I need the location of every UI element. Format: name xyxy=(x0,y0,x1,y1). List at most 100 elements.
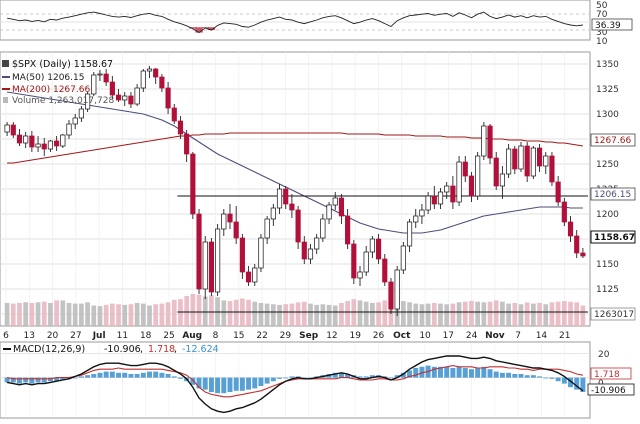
volume-bar xyxy=(580,305,586,326)
volume-bar xyxy=(357,300,363,326)
price-legend-swatch xyxy=(2,60,9,67)
macd-histogram-bar xyxy=(475,368,481,378)
macd-legend-signal-value: 1.718 xyxy=(148,344,175,355)
candle-body xyxy=(23,135,29,144)
volume-bar xyxy=(301,301,307,326)
price-tick-label: 1150 xyxy=(596,260,619,270)
volume-bar xyxy=(159,303,165,326)
ma200-line xyxy=(7,132,583,164)
rsi-oversold-fill xyxy=(207,27,216,31)
candle-body xyxy=(196,213,202,290)
candle-body xyxy=(47,140,54,150)
candle-body xyxy=(140,70,146,89)
macd-histogram-bar xyxy=(456,366,462,378)
volume-bar xyxy=(475,301,481,326)
ma200-current-value: 1267.66 xyxy=(594,136,631,146)
macd-histogram-bar xyxy=(140,372,146,378)
price-legend-title: $SPX (Daily) 1158.67 xyxy=(12,59,113,70)
macd-histogram-bar xyxy=(4,377,10,383)
macd-histogram-bar xyxy=(246,377,252,390)
price-current-value: 1158.67 xyxy=(594,233,635,243)
volume-bar xyxy=(574,302,580,326)
date-axis-label: 21 xyxy=(559,331,570,341)
candle-body xyxy=(16,134,23,144)
support-resistance-lines xyxy=(177,195,588,313)
volume-bar xyxy=(506,303,511,326)
volume-bar xyxy=(79,303,84,326)
volume-bar xyxy=(233,299,239,326)
rsi-oversold-fill xyxy=(189,27,197,29)
volume-bar xyxy=(122,304,128,326)
date-axis-label: 12 xyxy=(326,331,337,341)
price-tick-label: 1350 xyxy=(596,60,619,70)
macd-line xyxy=(6,355,584,414)
volume-bar xyxy=(493,300,499,326)
volume-bar xyxy=(438,303,443,326)
macd-histogram-bar xyxy=(407,370,413,378)
rsi-panel: 70 50 30 10 36.39 xyxy=(0,0,633,47)
volume-bar xyxy=(140,303,146,326)
macd-frame xyxy=(0,341,591,419)
macd-lines xyxy=(6,355,584,414)
volume-bar xyxy=(568,301,573,326)
macd-histogram-bar xyxy=(289,376,295,378)
macd-histogram-bar xyxy=(109,371,115,378)
rsi-level-70: 70 xyxy=(596,10,608,20)
candle-body xyxy=(72,117,78,125)
volume-bar xyxy=(537,302,542,326)
macd-line-box xyxy=(587,383,635,396)
candle-body xyxy=(437,191,444,205)
candle-body xyxy=(444,185,450,193)
ma50-legend-label: MA(50) 1206.15 xyxy=(12,73,84,83)
moving-average-lines xyxy=(7,91,583,234)
macd-legend-histogram-value: -12.624 xyxy=(182,344,219,355)
ma200-current-box xyxy=(590,133,636,147)
volume-bar xyxy=(400,301,406,326)
volume-bar xyxy=(66,302,72,326)
macd-signal-line xyxy=(6,365,584,398)
macd-histogram-bar xyxy=(369,375,375,378)
volume-bar xyxy=(116,304,121,326)
ma200-legend-label: MA(200) 1267.66 xyxy=(12,85,90,95)
candle-body xyxy=(320,218,326,239)
macd-histogram-bar xyxy=(35,377,41,383)
candle-body xyxy=(481,125,487,157)
macd-histogram-bar xyxy=(308,377,313,379)
volume-bar xyxy=(456,302,462,326)
volume-bar xyxy=(308,303,313,326)
volume-bar xyxy=(147,305,152,326)
candle-body xyxy=(524,145,530,177)
macd-histogram-bar xyxy=(165,374,171,378)
volume-bar xyxy=(252,301,258,326)
macd-histogram-bar xyxy=(196,377,202,389)
candle-body xyxy=(338,197,345,217)
candle-body xyxy=(301,241,307,260)
volume-bar xyxy=(326,304,332,326)
volume-bar xyxy=(407,302,412,326)
volume-bar xyxy=(103,304,109,326)
volume-bar xyxy=(413,303,419,326)
candle-body xyxy=(332,197,338,206)
macd-histogram-bar xyxy=(190,377,196,385)
candle-body xyxy=(549,155,555,183)
candle-body xyxy=(283,188,289,205)
volume-bar xyxy=(221,300,227,326)
macd-histogram-bar xyxy=(493,371,499,378)
candle-body xyxy=(171,107,177,122)
candle-body xyxy=(369,238,375,253)
volume-bar xyxy=(91,305,97,326)
candle-body xyxy=(580,252,586,257)
date-axis-label: 14 xyxy=(536,331,548,341)
macd-legend-sep-2: , xyxy=(174,344,177,355)
macd-histogram-bar xyxy=(153,371,159,378)
macd-histogram-bar xyxy=(264,377,270,384)
volume-bar xyxy=(531,303,536,326)
candle-body xyxy=(190,153,196,215)
macd-histogram-bar xyxy=(338,372,344,378)
date-axis-label: 22 xyxy=(256,331,267,341)
candle-body xyxy=(91,74,97,95)
candle-body xyxy=(419,209,425,217)
candle-body xyxy=(345,215,351,245)
volume-bar xyxy=(314,304,320,326)
